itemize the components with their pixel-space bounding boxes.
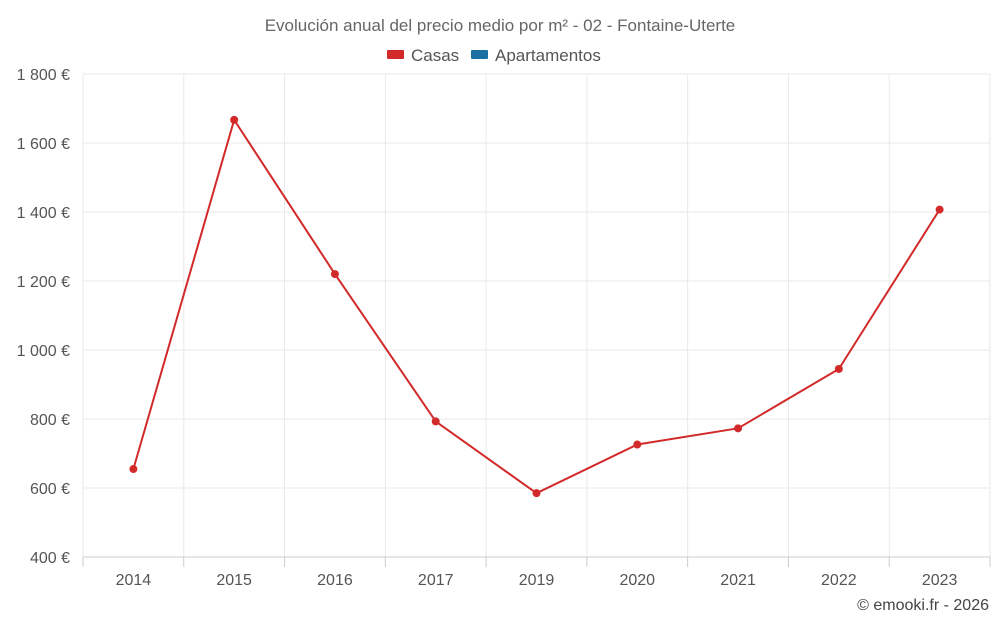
series-line-casas bbox=[132, 118, 941, 495]
y-tick-label: 1 800 € bbox=[17, 67, 70, 84]
data-point-casas[interactable] bbox=[734, 424, 743, 433]
data-point-casas[interactable] bbox=[935, 205, 944, 214]
data-point-casas[interactable] bbox=[532, 489, 541, 498]
legend-item-apartamentos[interactable]: Apartamentos bbox=[471, 46, 601, 65]
data-point-casas[interactable] bbox=[633, 440, 642, 449]
x-axis-ticks: 2014 2015 2016 2017 2019 2020 2021 2022 2023 bbox=[116, 572, 958, 589]
data-point-casas[interactable] bbox=[431, 417, 440, 426]
data-point-casas[interactable] bbox=[230, 115, 239, 124]
legend-label-apartamentos: Apartamentos bbox=[495, 46, 601, 65]
x-tick-label: 2015 bbox=[216, 572, 252, 589]
x-tick-label: 2014 bbox=[116, 572, 152, 589]
legend-label-casas: Casas bbox=[411, 46, 459, 65]
x-tick-label: 2019 bbox=[519, 572, 555, 589]
y-axis-ticks: 400 € 600 € 800 € 1 000 € 1 200 € 1 400 € 1 60… bbox=[17, 67, 70, 567]
legend-swatch-apartamentos bbox=[471, 50, 488, 59]
y-tick-label: 400 € bbox=[30, 550, 70, 567]
x-tick-label: 2017 bbox=[418, 572, 454, 589]
legend-item-casas[interactable]: Casas bbox=[387, 46, 459, 65]
y-tick-label: 1 200 € bbox=[17, 274, 70, 291]
x-tick-label: 2022 bbox=[821, 572, 857, 589]
gridlines bbox=[82, 73, 991, 557]
x-tick-label: 2016 bbox=[317, 572, 353, 589]
chart-title: Evolución anual del precio medio por m² … bbox=[265, 16, 736, 35]
data-point-casas[interactable] bbox=[834, 364, 843, 373]
x-tick-label: 2023 bbox=[922, 572, 958, 589]
legend-swatch-casas bbox=[387, 50, 404, 59]
y-tick-label: 1 000 € bbox=[17, 343, 70, 360]
x-tick-label: 2021 bbox=[720, 572, 756, 589]
y-tick-label: 600 € bbox=[30, 481, 70, 498]
x-tick-label: 2020 bbox=[619, 572, 655, 589]
y-tick-label: 1 600 € bbox=[17, 136, 70, 153]
data-point-casas[interactable] bbox=[330, 270, 339, 279]
y-tick-label: 800 € bbox=[30, 412, 70, 429]
legend: Casas Apartamentos bbox=[387, 46, 601, 65]
y-tick-label: 1 400 € bbox=[17, 205, 70, 222]
series bbox=[129, 115, 944, 498]
axes bbox=[82, 556, 991, 567]
data-point-casas[interactable] bbox=[129, 465, 138, 474]
credit-text: © emooki.fr - 2026 bbox=[857, 597, 989, 614]
